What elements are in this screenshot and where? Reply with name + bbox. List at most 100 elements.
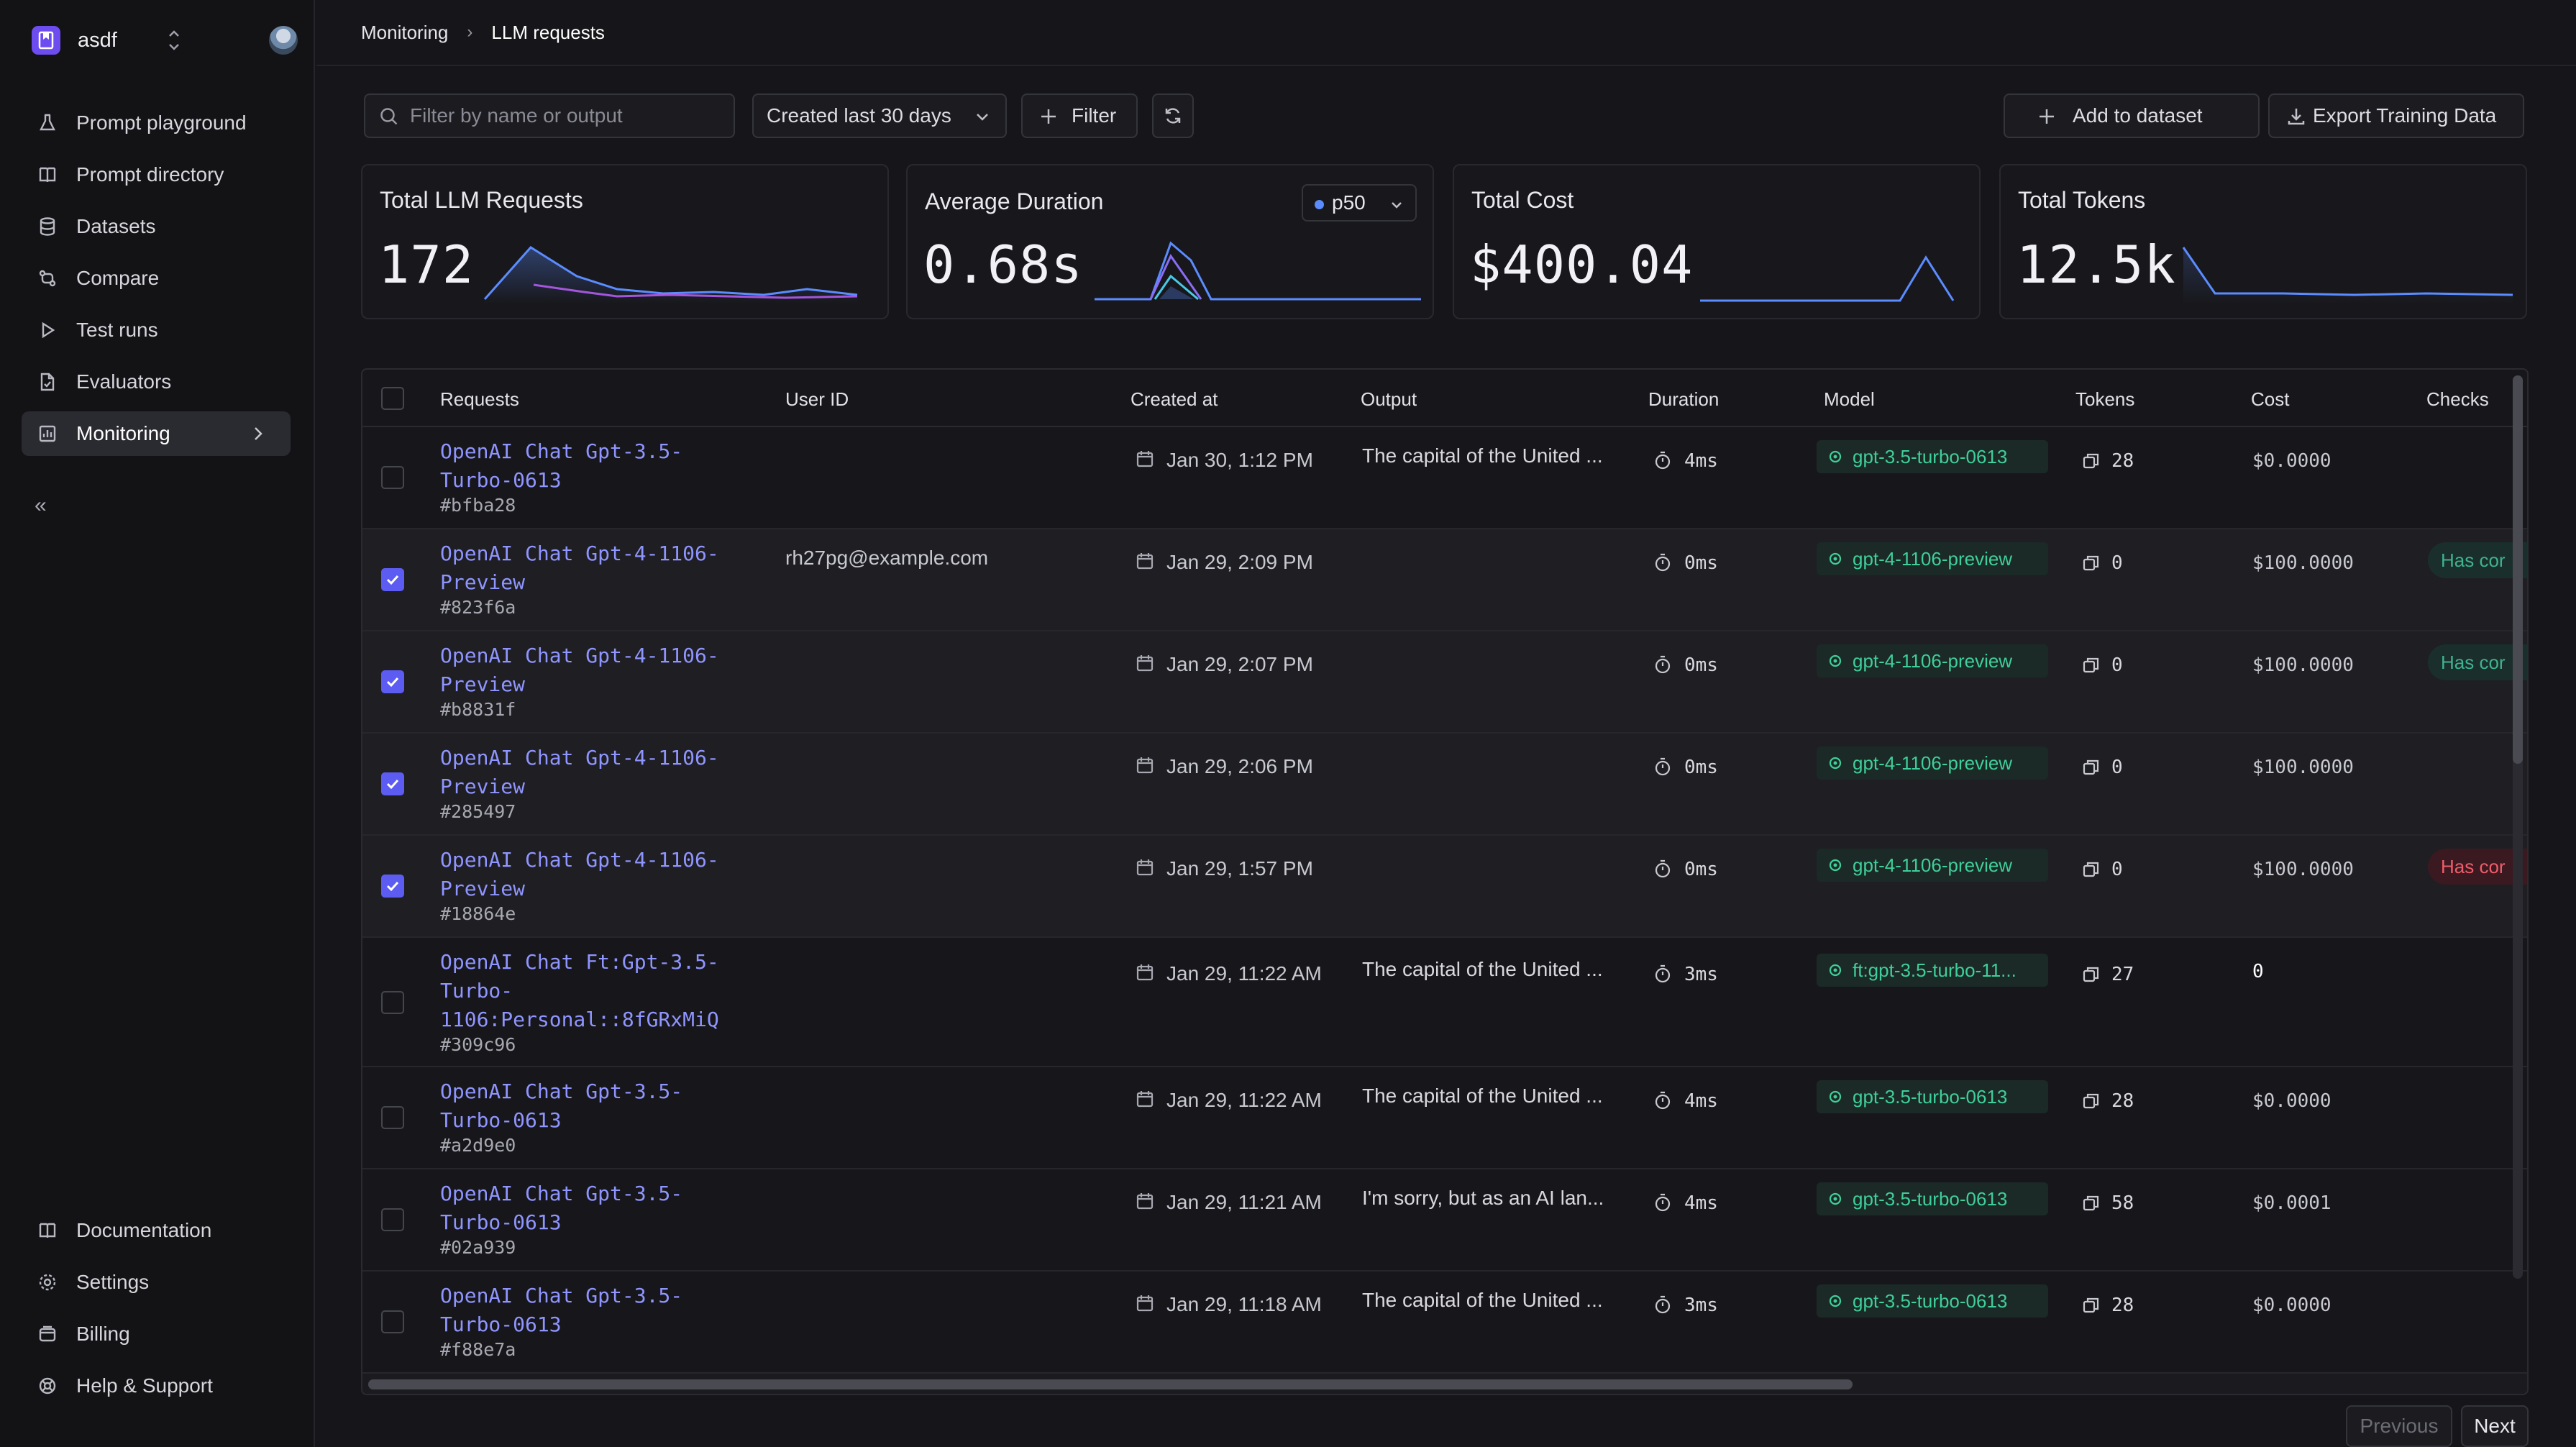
cost: $100.0000 [2252, 552, 2354, 574]
sidebar-item-settings[interactable]: Settings [22, 1260, 291, 1305]
sidebar-item-compare[interactable]: Compare [22, 256, 291, 301]
requests-table: Requests User ID Created at Output Durat… [361, 368, 2529, 1395]
sidebar-item-monitoring[interactable]: Monitoring [22, 411, 291, 456]
calendar-icon [1136, 655, 1154, 672]
export-training-data-button[interactable]: Export Training Data [2268, 93, 2524, 138]
model-badge: gpt-3.5-turbo-0613 [1817, 1182, 2048, 1215]
duration: 0ms [1684, 859, 1718, 880]
card-average-duration: Average Duration p50 0.68s [906, 164, 1434, 319]
search-input[interactable]: Filter by name or output [364, 93, 735, 138]
row-checkbox[interactable] [381, 1208, 404, 1231]
column-user-id[interactable]: User ID [785, 388, 849, 410]
table-row[interactable]: OpenAI Chat Gpt-4-1106- Preview #285497 J… [362, 734, 2527, 836]
column-output[interactable]: Output [1361, 388, 1417, 410]
row-checkbox[interactable] [381, 991, 404, 1014]
table-header: Requests User ID Created at Output Durat… [362, 370, 2527, 427]
request-name-link[interactable]: OpenAI Chat Gpt-4-1106- Preview [440, 642, 742, 699]
row-checkbox[interactable] [381, 875, 404, 898]
filter-button[interactable]: Filter [1021, 93, 1138, 138]
token-count: 58 [2111, 1192, 2134, 1214]
tokens-icon [2083, 453, 2099, 469]
request-name-link[interactable]: OpenAI Chat Gpt-4-1106- Preview [440, 539, 742, 597]
column-duration[interactable]: Duration [1648, 388, 1719, 410]
column-tokens[interactable]: Tokens [2075, 388, 2135, 410]
sidebar-item-test-runs[interactable]: Test runs [22, 308, 291, 352]
created-at: Jan 29, 11:22 AM [1166, 962, 1322, 985]
sidebar-item-label: Prompt playground [76, 111, 247, 134]
table-row[interactable]: OpenAI Chat Gpt-4-1106- Preview #b8831f J… [362, 631, 2527, 734]
row-checkbox[interactable] [381, 670, 404, 693]
check-status-badge[interactable]: Has cor [2428, 849, 2527, 885]
openai-icon [1829, 1090, 1842, 1103]
row-checkbox[interactable] [381, 568, 404, 591]
sidebar-footer-nav: Documentation Settings Billing Help & Su… [22, 1208, 291, 1415]
table-row[interactable]: OpenAI Chat Gpt-4-1106- Preview #823f6a r… [362, 529, 2527, 631]
sidebar-item-prompt-playground[interactable]: Prompt playground [22, 101, 291, 145]
table-row[interactable]: OpenAI Chat Gpt-4-1106- Preview #18864e J… [362, 836, 2527, 938]
request-name-link[interactable]: OpenAI Chat Gpt-3.5- Turbo-0613 [440, 1282, 742, 1339]
column-requests[interactable]: Requests [440, 388, 519, 410]
request-name-link[interactable]: OpenAI Chat Ft:Gpt-3.5- Turbo- 1106:Person… [440, 948, 742, 1034]
timer-icon [1655, 553, 1671, 572]
request-name-link[interactable]: OpenAI Chat Gpt-4-1106- Preview [440, 846, 742, 903]
column-cost[interactable]: Cost [2251, 388, 2290, 410]
created-at: Jan 29, 11:22 AM [1166, 1089, 1322, 1111]
vertical-scrollbar-thumb[interactable] [2513, 375, 2523, 764]
check-status-badge[interactable]: Has cor [2428, 542, 2527, 578]
chevron-updown-icon[interactable] [165, 26, 183, 55]
previous-page-button[interactable]: Previous [2346, 1405, 2452, 1447]
row-checkbox[interactable] [381, 772, 404, 795]
row-checkbox[interactable] [381, 466, 404, 489]
check-status-badge[interactable]: Has cor [2428, 644, 2527, 680]
add-to-dataset-button[interactable]: Add to dataset [2004, 93, 2260, 138]
request-name-line: Turbo- [440, 979, 513, 1003]
sidebar-item-documentation[interactable]: Documentation [22, 1208, 291, 1253]
table-row[interactable]: OpenAI Chat Gpt-3.5- Turbo-0613 #bfba28 J… [362, 427, 2527, 529]
cost: $100.0000 [2252, 859, 2354, 880]
sidebar-item-datasets[interactable]: Datasets [22, 204, 291, 249]
sidebar-item-evaluators[interactable]: Evaluators [22, 360, 291, 404]
select-all-checkbox[interactable] [381, 387, 404, 410]
model-name: gpt-3.5-turbo-0613 [1853, 1187, 2008, 1210]
column-created-at[interactable]: Created at [1131, 388, 1218, 410]
row-checkbox[interactable] [381, 1310, 404, 1333]
book-icon [36, 1219, 59, 1242]
request-name-line: 1106:Personal::8fGRxMiQ [440, 1008, 719, 1031]
date-range-select[interactable]: Created last 30 days [752, 93, 1007, 138]
request-name-line: OpenAI Chat Gpt-3.5- [440, 1182, 683, 1205]
table-row[interactable]: OpenAI Chat Gpt-3.5- Turbo-0613 #a2d9e0 J… [362, 1067, 2527, 1169]
table-row[interactable]: OpenAI Chat Ft:Gpt-3.5- Turbo- 1106:Person… [362, 938, 2527, 1067]
workspace-switcher[interactable]: asdf [32, 24, 298, 56]
refresh-button[interactable] [1152, 93, 1194, 138]
sidebar-item-help-support[interactable]: Help & Support [22, 1364, 291, 1408]
horizontal-scrollbar-thumb[interactable] [368, 1379, 1853, 1389]
model-name: gpt-4-1106-preview [1853, 752, 2013, 774]
tokens-icon [2083, 1297, 2099, 1313]
request-name-link[interactable]: OpenAI Chat Gpt-3.5- Turbo-0613 [440, 437, 742, 495]
cost: $0.0000 [2252, 1090, 2331, 1112]
timer-icon [1655, 757, 1671, 776]
sidebar-item-prompt-directory[interactable]: Prompt directory [22, 152, 291, 197]
next-page-button[interactable]: Next [2461, 1405, 2529, 1447]
output-preview: The capital of the United ... [1362, 958, 1603, 980]
request-name-link[interactable]: OpenAI Chat Gpt-3.5- Turbo-0613 [440, 1077, 742, 1135]
column-model[interactable]: Model [1824, 388, 1875, 410]
token-count: 28 [2111, 1295, 2134, 1316]
horizontal-scrollbar[interactable] [362, 1372, 2527, 1394]
request-name-link[interactable]: OpenAI Chat Gpt-3.5- Turbo-0613 [440, 1179, 742, 1237]
percentile-select[interactable]: p50 [1302, 184, 1417, 222]
table-row[interactable]: OpenAI Chat Gpt-3.5- Turbo-0613 #02a939 J… [362, 1169, 2527, 1272]
request-name-link[interactable]: OpenAI Chat Gpt-4-1106- Preview [440, 744, 742, 801]
table-row[interactable]: OpenAI Chat Gpt-3.5- Turbo-0613 #f88e7a J… [362, 1272, 2527, 1374]
row-checkbox[interactable] [381, 1106, 404, 1129]
compare-icon [36, 267, 59, 290]
sidebar-item-billing[interactable]: Billing [22, 1312, 291, 1356]
created-at: Jan 29, 11:18 AM [1166, 1293, 1322, 1315]
collapse-sidebar-icon[interactable]: « [35, 493, 47, 517]
column-checks[interactable]: Checks [2426, 388, 2489, 410]
request-id: #bfba28 [440, 495, 516, 516]
duration: 0ms [1684, 552, 1718, 574]
breadcrumb-monitoring[interactable]: Monitoring [361, 21, 449, 43]
created-at: Jan 29, 2:09 PM [1166, 551, 1313, 573]
avatar[interactable] [269, 26, 298, 55]
